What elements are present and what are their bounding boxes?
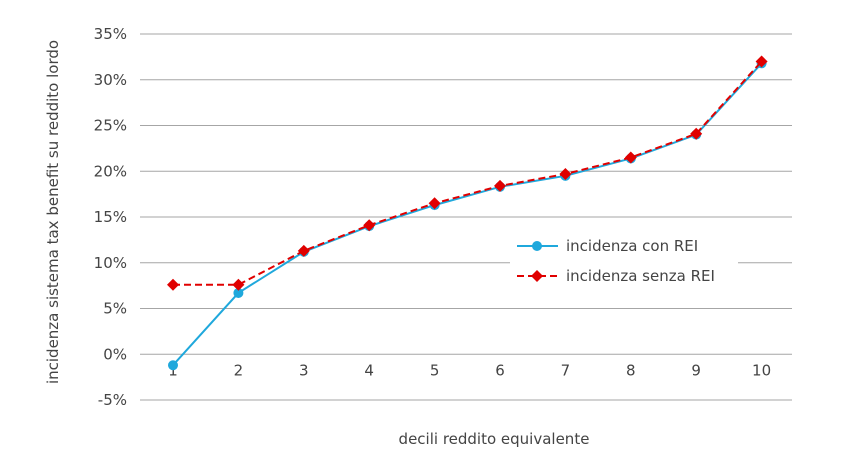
legend-background — [510, 232, 738, 292]
x-tick-label: 7 — [561, 361, 571, 379]
data-point — [494, 179, 506, 192]
legend-label: incidenza con REI — [566, 237, 698, 255]
x-axis-ticks: 1 2 3 4 5 6 7 8 9 10 — [168, 361, 771, 379]
legend-marker — [532, 241, 542, 251]
y-tick-label: 30% — [94, 71, 127, 89]
y-tick-label: 10% — [94, 254, 127, 272]
x-tick-label: 10 — [752, 361, 771, 379]
x-tick-label: 1 — [168, 361, 178, 379]
data-point — [297, 244, 310, 257]
y-tick-label: -5% — [98, 391, 127, 409]
data-point — [232, 278, 245, 291]
x-tick-label: 8 — [626, 361, 636, 379]
data-point — [559, 167, 572, 180]
data-point — [690, 127, 703, 140]
data-point — [363, 219, 376, 232]
gridlines — [140, 33, 792, 401]
x-tick-label: 5 — [430, 361, 440, 379]
legend-item: incidenza con REI — [517, 237, 698, 255]
series-line — [172, 62, 763, 366]
y-tick-label: 5% — [103, 300, 127, 318]
y-tick-label: 35% — [94, 25, 127, 43]
y-tick-label: 15% — [94, 208, 127, 226]
data-point — [428, 197, 441, 210]
data-point — [233, 287, 244, 298]
y-axis-ticks: -5% 0% 5% 10% 15% 20% 25% 30% 35% — [94, 25, 127, 409]
series-senza-rei — [167, 55, 768, 291]
x-axis-title: decili reddito equivalente — [399, 430, 590, 448]
legend-marker — [531, 270, 543, 282]
series-line — [173, 60, 763, 286]
x-tick-label: 4 — [364, 361, 374, 379]
x-tick-label: 9 — [691, 361, 701, 379]
legend-item: incidenza senza REI — [517, 267, 715, 285]
y-tick-label: 25% — [94, 117, 127, 135]
data-point — [168, 360, 178, 371]
legend-label: incidenza senza REI — [566, 267, 715, 285]
legend: incidenza con REI incidenza senza REI — [510, 232, 738, 292]
x-tick-label: 2 — [234, 361, 244, 379]
series-con-rei — [168, 58, 767, 371]
data-point — [624, 151, 637, 164]
series-group — [167, 55, 768, 371]
y-tick-label: 20% — [94, 162, 127, 180]
x-tick-label: 6 — [495, 361, 505, 379]
y-tick-label: 0% — [103, 345, 127, 363]
data-point — [167, 278, 179, 291]
data-point — [755, 55, 768, 68]
x-tick-label: 3 — [299, 361, 309, 379]
y-axis-title: incidenza sistema tax benefit su reddito… — [44, 40, 62, 384]
